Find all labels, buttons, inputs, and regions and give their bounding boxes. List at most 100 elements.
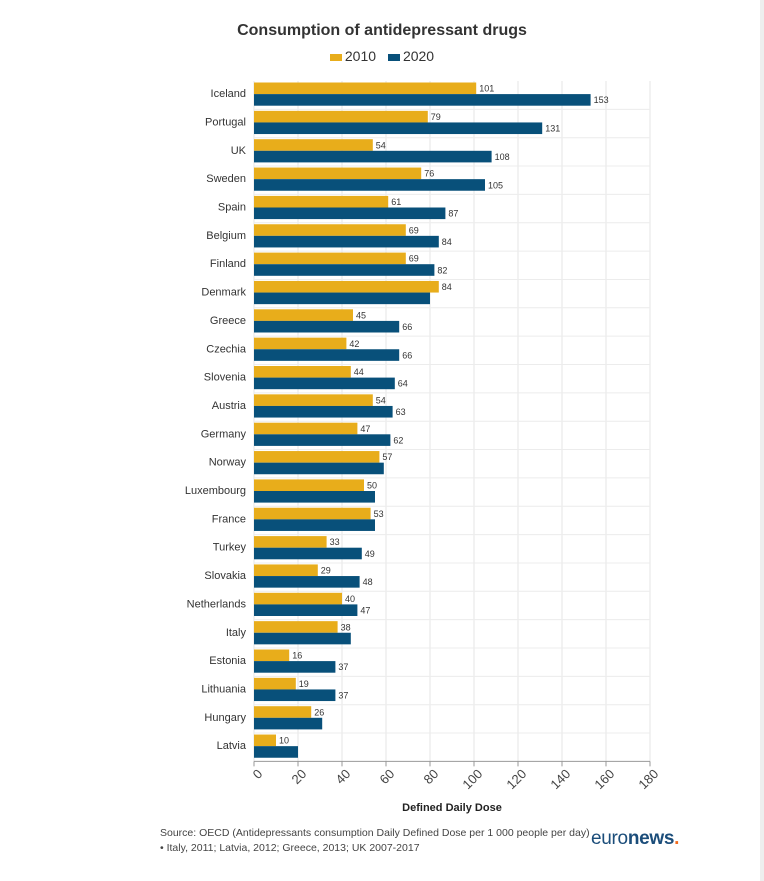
x-tick-label: 40 [332,766,353,787]
bar-2010 [254,110,428,123]
bar-2020 [254,292,430,305]
data-label-2020: 66 [402,322,412,332]
data-label-2010: 42 [349,339,359,349]
legend-item-2010[interactable]: 2010 [329,48,376,64]
category-label: Sweden [206,173,246,185]
category-label: Norway [209,457,247,469]
bar-2010 [254,649,290,662]
bar-2010 [254,479,364,491]
category-label: Spain [218,202,246,214]
legend-item-2020[interactable]: 2020 [387,48,435,64]
category-label: Belgium [206,230,246,242]
bar-2010 [254,592,342,605]
data-label-2020: 153 [594,95,609,105]
category-label: Austria [212,400,247,412]
bar-2010 [254,167,422,180]
data-label-2020: 84 [442,237,452,247]
x-tick-label: 60 [376,766,397,787]
category-label: Estonia [209,655,247,667]
bar-2020 [254,547,362,560]
data-label-2020: 108 [495,152,510,162]
data-label-2020: 37 [338,691,348,701]
x-tick-label: 0 [250,766,266,782]
bar-2010 [254,366,351,378]
data-label-2010: 33 [330,537,340,547]
bar-2010 [254,706,312,718]
category-label: Netherlands [187,598,247,610]
data-label-2020: 105 [488,180,503,190]
bar-2020 [254,150,492,163]
bar-2010 [254,280,439,293]
bar-2020 [254,689,336,702]
bar-2010 [254,224,406,236]
data-label-2020: 49 [365,549,375,559]
bar-2010 [254,422,358,435]
bar-2020 [254,264,435,276]
x-tick-label: 80 [420,766,441,787]
data-label-2010: 40 [345,594,355,604]
data-label-2010: 29 [321,566,331,576]
bar-2020 [254,576,360,588]
data-label-2010: 84 [442,282,452,292]
bar-2010 [254,507,371,520]
bar-2020 [254,462,384,475]
bar-2020 [254,434,391,446]
data-label-2010: 54 [376,395,386,405]
data-label-2010: 79 [431,112,441,122]
category-label: Luxembourg [185,485,246,497]
data-label-2010: 50 [367,481,377,491]
category-label: Slovenia [204,372,247,384]
data-label-2010: 101 [479,84,494,94]
data-label-2010: 45 [356,310,366,320]
bar-2020 [254,207,446,220]
category-label: Slovakia [204,570,246,582]
bar-2010 [254,536,327,548]
bar-2020 [254,377,395,390]
logo-news: news [627,828,675,849]
x-tick-label: 20 [288,766,309,787]
category-label: Turkey [213,542,247,554]
category-label: Greece [210,315,246,327]
data-label-2010: 69 [409,254,419,264]
category-label: Czechia [206,343,247,355]
bar-2020 [254,661,336,673]
bar-2020 [254,632,351,645]
euronews-logo: euronews. [591,828,679,850]
bar-2010 [254,394,373,406]
bar-2010 [254,309,353,321]
chart-title: Consumption of antidepressant drugs [237,22,527,39]
x-tick-label: 160 [591,766,617,792]
bar-2010 [254,195,389,208]
bar-2010 [254,734,276,747]
data-label-2010: 26 [314,707,324,717]
logo-dot: . [674,828,680,849]
data-label-2020: 48 [363,577,373,587]
data-label-2010: 53 [374,509,384,519]
data-label-2010: 54 [376,140,386,150]
data-label-2010: 76 [424,169,434,179]
data-label-2010: 57 [382,452,392,462]
logo-euro: euro [591,828,628,849]
bar-2020 [254,519,375,531]
bar-2020 [254,405,393,418]
x-tick-label: 140 [547,766,573,792]
data-label-2010: 38 [341,622,351,632]
category-label: Germany [201,428,247,440]
bar-2020 [254,94,591,106]
bar-2010 [254,621,338,633]
bar-2020 [254,179,485,191]
legend-label-2020: 2020 [402,48,435,64]
data-label-2010: 44 [354,367,364,377]
data-label-2010: 16 [292,651,302,661]
category-label: France [212,513,246,525]
data-label-2020: 131 [545,124,560,134]
data-label-2010: 10 [279,736,289,746]
bar-2010 [254,677,296,690]
source-note: Source: OECD (Antidepressants consumptio… [160,827,590,854]
bar-2020 [254,235,439,248]
data-label-2010: 69 [409,225,419,235]
category-label: Finland [210,258,246,270]
legend-swatch-2020 [387,53,400,61]
data-label-2020: 87 [448,209,458,219]
